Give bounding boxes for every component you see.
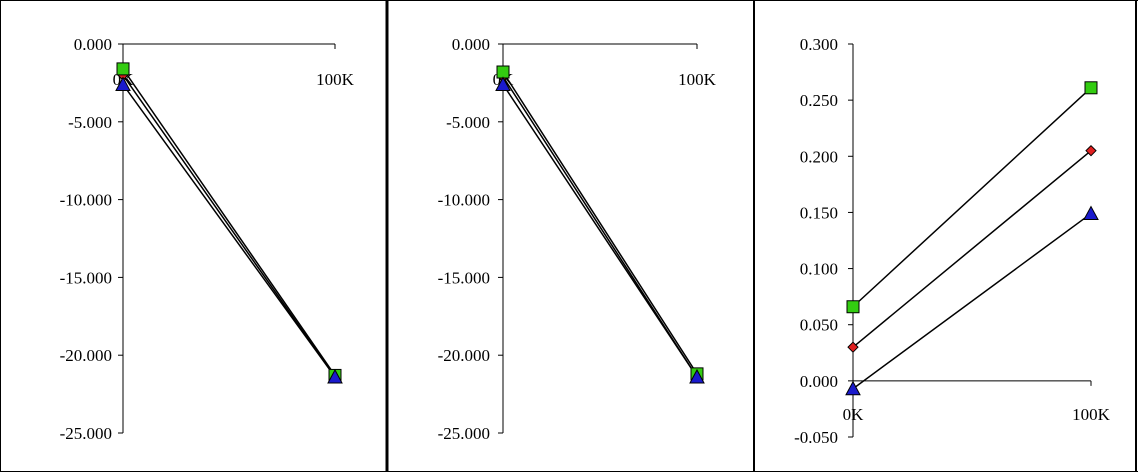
chart-panel-2: 0.000-5.000-10.000-15.000-20.000-25.0000…: [438, 35, 717, 443]
y-tick-label: -20.000: [60, 346, 112, 365]
x-tick-label: 0K: [843, 405, 865, 424]
point-square-s0-1: [1084, 81, 1098, 95]
point-diamond-s1-1: [1085, 144, 1097, 157]
y-tick-label: 0.200: [800, 147, 838, 166]
y-tick-label: -25.000: [438, 424, 490, 443]
point-triangle-s2-1: [689, 368, 705, 384]
series-line-triangle: [122, 84, 336, 378]
y-tick-label: -20.000: [438, 346, 490, 365]
point-diamond-s1-0: [847, 341, 859, 353]
point-triangle-s2-0: [495, 76, 511, 91]
x-tick-label: 100K: [316, 70, 355, 89]
y-tick-label: -15.000: [438, 268, 490, 287]
series-line-square: [852, 87, 1092, 308]
point-triangle-s2-1: [1083, 205, 1099, 221]
y-tick-label: -15.000: [60, 268, 112, 287]
y-tick-label: -5.000: [68, 113, 112, 132]
y-tick-label: 0.050: [800, 316, 838, 335]
chart-panel-1: 0.000-5.000-10.000-15.000-20.000-25.0000…: [60, 35, 355, 443]
series-line-diamond: [852, 150, 1092, 348]
y-tick-label: 0.300: [800, 35, 838, 54]
point-triangle-s2-0: [845, 380, 861, 396]
series-line-triangle: [502, 84, 698, 378]
y-tick-label: 0.000: [74, 35, 112, 54]
chart-panel-3: 0.300 0.250 0.200 0.150 0.100 0.050 0.000 -0.05…: [794, 35, 1111, 447]
y-tick-label: 0.150: [800, 203, 838, 222]
x-tick-label: 100K: [678, 70, 717, 89]
y-tick-label: -10.000: [60, 191, 112, 210]
point-square-s1-0: [496, 65, 510, 79]
point-triangle-s2-0: [115, 76, 131, 91]
series-line-square: [502, 71, 698, 375]
x-tick-label: 100K: [1072, 405, 1111, 424]
y-tick-label: 0.000: [800, 372, 838, 391]
series-line-triangle: [852, 212, 1092, 390]
series-line-diamond: [122, 74, 336, 378]
y-tick-label: -0.050: [794, 428, 838, 447]
y-tick-label: -10.000: [438, 191, 490, 210]
point-square-s1-0: [116, 62, 130, 76]
y-tick-label: 0.000: [452, 35, 490, 54]
series-line-square: [122, 68, 336, 376]
point-triangle-s2-1: [327, 368, 343, 384]
y-tick-label: 0.100: [800, 260, 838, 279]
y-tick-label: -25.000: [60, 424, 112, 443]
y-tick-label: 0.250: [800, 91, 838, 110]
point-square-s0-0: [846, 300, 860, 314]
y-tick-label: -5.000: [446, 113, 490, 132]
